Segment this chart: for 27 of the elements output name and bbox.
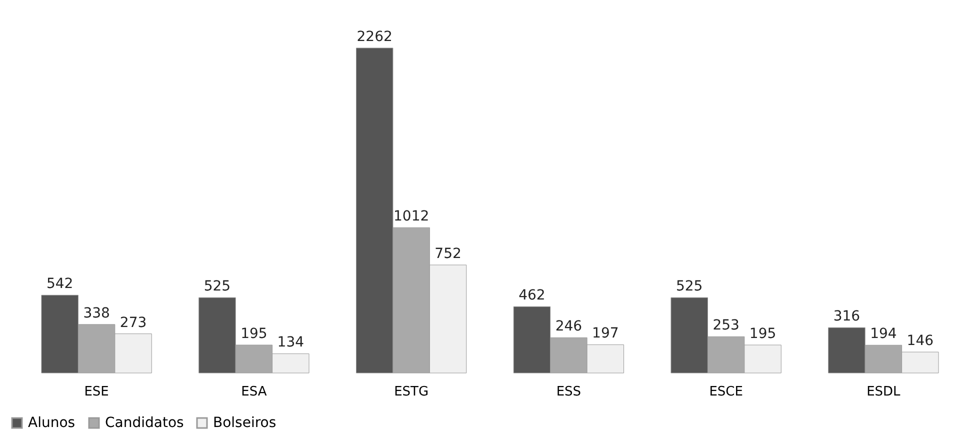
data-label: 246 [555, 318, 582, 335]
legend-label: Bolseiros [213, 415, 276, 431]
data-label: 146 [906, 333, 934, 350]
data-label: 134 [277, 334, 304, 351]
data-label: 1012 [393, 208, 430, 225]
legend-label: Candidatos [105, 415, 184, 431]
data-label: 273 [120, 314, 147, 331]
data-label: 197 [592, 326, 619, 342]
data-label: 195 [749, 326, 776, 342]
x-tick-label: ESDL [866, 384, 902, 400]
data-label: 752 [434, 246, 462, 262]
data-label: 542 [46, 276, 74, 292]
legend-label: Alunos [28, 415, 76, 431]
data-label: 2262 [356, 29, 392, 45]
data-label: 338 [83, 305, 110, 322]
data-label: 195 [240, 326, 268, 342]
x-tick-label: ESCE [709, 384, 743, 400]
data-label: 525 [204, 278, 231, 295]
x-tick-label: ESTG [394, 384, 429, 400]
data-label: 253 [712, 318, 740, 334]
data-label: 462 [518, 288, 546, 304]
data-label: 194 [870, 326, 897, 342]
data-label: 316 [833, 308, 860, 325]
data-label: 525 [676, 278, 703, 295]
x-tick-label: ESA [241, 384, 267, 400]
x-tick-label: ESS [556, 384, 582, 400]
x-tick-label: ESE [84, 384, 109, 400]
